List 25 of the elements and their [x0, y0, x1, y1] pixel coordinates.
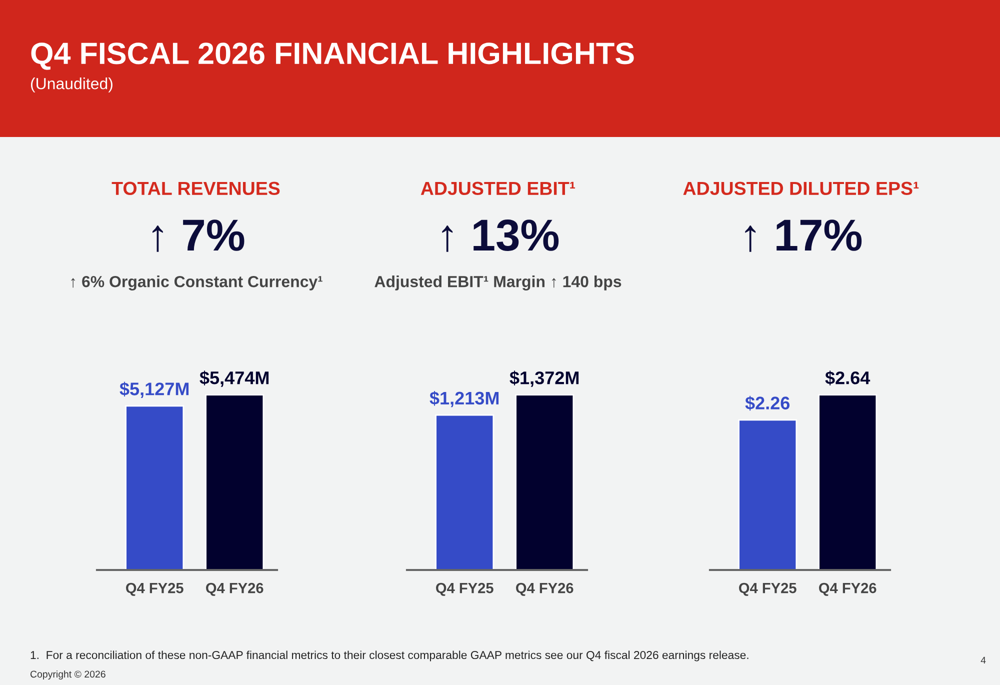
- x-tick-label: Q4 FY26: [819, 582, 876, 596]
- x-tick-label: Q4 FY26: [516, 582, 574, 596]
- chart-subtitle: ↑ 17%: [745, 220, 862, 252]
- data-label: $1,213M: [430, 390, 499, 408]
- text: ↑ 6% Organic Constant Currency¹: [71, 276, 322, 290]
- data-label: $5,474M: [200, 370, 269, 387]
- chart-title: TOTAL REVENUES: [112, 182, 280, 196]
- x-tick-label: Q4 FY25: [436, 582, 494, 596]
- chart-title: ADJUSTED EBIT¹: [420, 182, 576, 196]
- x-tick-label: Q4 FY26: [206, 582, 264, 596]
- data-label: $1,372M: [510, 370, 579, 387]
- chart-subtitle: ↑ 13%: [442, 219, 559, 252]
- text: (Unaudited): [30, 78, 112, 92]
- text: 4: [980, 656, 986, 664]
- x-tick-label: Q4 FY25: [126, 582, 184, 596]
- chart-title: ADJUSTED DILUTED EPS¹: [683, 182, 919, 196]
- data-label: $2.26: [745, 396, 790, 411]
- text: Copyright © 2026: [30, 670, 106, 680]
- text: 1. For a reconciliation of these non-GAAP financial metrics to their closest comparable GAAP metrics see our Q4 fiscal 2026 earnings release.: [30, 650, 748, 662]
- x-tick-label: Q4 FY25: [739, 582, 796, 596]
- data-label: $2.64: [825, 370, 870, 386]
- data-label: $5,127M: [120, 382, 189, 398]
- text: Q4 FISCAL 2026 FINANCIAL HIGHLIGHTS: [31, 42, 634, 70]
- text: Adjusted EBIT¹ Margin ↑ 140 bps: [374, 276, 622, 290]
- chart-subtitle: ↑ 7%: [152, 220, 244, 252]
